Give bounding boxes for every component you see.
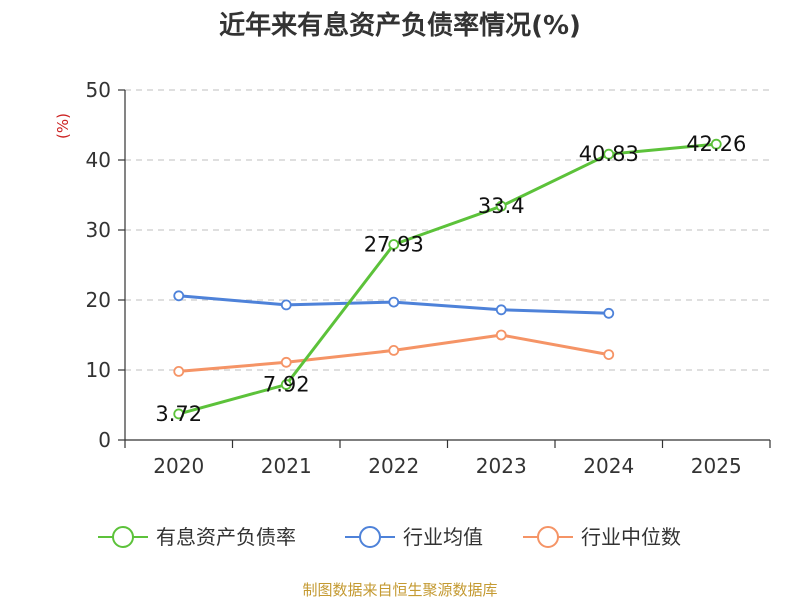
y-tick-label: 20 — [86, 288, 111, 312]
chart-title: 近年来有息资产负债率情况(%) — [219, 10, 581, 41]
data-point — [603, 349, 615, 361]
legend-marker — [359, 526, 381, 548]
data-point — [173, 290, 185, 302]
legend-marker — [112, 526, 134, 548]
series-行业均值 — [173, 290, 615, 319]
legend-item[interactable]: 行业中位数 — [523, 525, 681, 549]
data-point — [280, 299, 292, 311]
series-line — [178, 142, 717, 416]
y-tick-label: 0 — [98, 428, 111, 452]
source-note: 制图数据来自恒生聚源数据库 — [302, 581, 497, 599]
data-label-layer: 3.72 7.92 27.93 33.4 40.83 42.26 — [155, 132, 746, 426]
data-point — [495, 304, 507, 316]
legend-marker — [537, 526, 559, 548]
data-point — [388, 344, 400, 356]
data-point — [280, 379, 292, 390]
x-tick-label: 2020 — [153, 454, 204, 478]
y-tick-label: 10 — [86, 358, 111, 382]
data-label: 3.72 — [155, 402, 202, 426]
legend-item[interactable]: 行业均值 — [345, 525, 483, 549]
series-行业中位数 — [173, 329, 615, 377]
x-tick-label: 2024 — [583, 454, 634, 478]
data-point — [710, 138, 722, 150]
legend-label: 有息资产负债率 — [156, 525, 296, 549]
legend: 有息资产负债率 行业均值 行业中位数 — [98, 525, 681, 549]
data-label: 40.83 — [579, 142, 639, 166]
series-layer — [173, 138, 722, 420]
grid-layer — [125, 89, 770, 371]
data-label: 42.26 — [686, 132, 746, 156]
y-tick-label: 30 — [86, 218, 111, 242]
data-point — [173, 408, 185, 420]
data-point — [388, 239, 400, 250]
data-label: 7.92 — [263, 373, 310, 397]
series-有息资产负债率 — [173, 138, 722, 420]
data-label: 27.93 — [364, 232, 424, 256]
x-tick-label: 2025 — [691, 454, 742, 478]
legend-label: 行业中位数 — [581, 525, 681, 549]
data-point — [495, 329, 507, 341]
y-axis-unit-label: (%) — [54, 113, 72, 139]
x-tick-label: 2021 — [261, 454, 312, 478]
data-point — [603, 148, 615, 160]
legend-item[interactable]: 有息资产负债率 — [98, 525, 296, 549]
axis-layer: 0 10 20 30 40 50 2020 2021 2022 2023 2024 2025 — [86, 78, 771, 478]
legend-label: 行业均值 — [403, 525, 483, 549]
data-point — [280, 356, 292, 368]
data-point — [495, 200, 507, 212]
data-point — [603, 307, 615, 319]
x-tick-label: 2023 — [476, 454, 527, 478]
x-tick-label: 2022 — [368, 454, 419, 478]
data-point — [173, 365, 185, 377]
y-tick-label: 40 — [86, 148, 111, 172]
data-point — [388, 296, 400, 308]
data-label: 33.4 — [478, 194, 525, 218]
y-tick-label: 50 — [86, 78, 111, 102]
